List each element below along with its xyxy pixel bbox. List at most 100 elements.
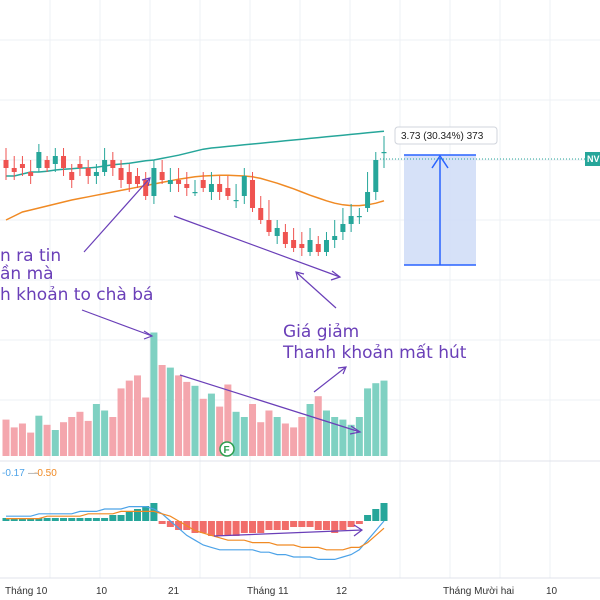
candle-body	[118, 168, 124, 180]
candle-body	[176, 180, 182, 184]
candle-body	[93, 172, 99, 176]
macd-value: -0.17	[2, 468, 25, 479]
tick-label: Tháng 11	[247, 586, 289, 597]
candle-body	[323, 240, 329, 252]
macd-hist-bar	[306, 521, 314, 527]
price-pane[interactable]	[3, 130, 387, 256]
candle-body	[217, 184, 223, 192]
macd-hist-bar	[191, 521, 199, 533]
volume-bar	[51, 430, 59, 456]
macd-hist-bar	[10, 518, 18, 521]
candle-body	[44, 160, 50, 168]
candle-body	[208, 184, 214, 192]
candle-body	[110, 160, 116, 168]
volume-bar	[199, 398, 207, 456]
volume-bar	[43, 424, 51, 456]
candle-body	[11, 168, 17, 172]
macd-hist-bar	[380, 503, 388, 521]
volume-bar	[68, 417, 76, 456]
macd-hist-bar	[84, 518, 92, 521]
macd-hist-bar	[257, 521, 265, 533]
volume-bar	[347, 424, 355, 456]
candle-body	[282, 232, 288, 244]
volume-bar	[322, 410, 330, 456]
volume-bar	[35, 415, 43, 456]
candle-body	[159, 172, 165, 180]
annotation-arrows	[81, 177, 364, 537]
volume-marker[interactable]: F	[219, 441, 235, 457]
macd-hist-bar	[158, 521, 166, 524]
macd-hist-bar	[355, 521, 363, 524]
macd-hist-bar	[216, 521, 224, 536]
macd-hist-bar	[339, 521, 347, 530]
candle-body	[102, 160, 108, 172]
volume-bar	[306, 404, 314, 456]
candle-body	[167, 180, 173, 184]
candle-body	[52, 156, 58, 164]
tick-label: 21	[168, 586, 180, 597]
volume-bar	[257, 422, 265, 456]
macd-hist-bar	[207, 521, 215, 536]
candle-body	[192, 192, 198, 194]
candle-body	[85, 168, 91, 176]
candle-body	[315, 244, 321, 252]
ma-green-line	[6, 130, 385, 177]
macd-hist-bar	[232, 521, 240, 536]
macd-hist-bar	[265, 521, 273, 530]
volume-bar	[355, 417, 363, 456]
volume-bar	[273, 417, 281, 456]
macd-hist-bar	[273, 521, 281, 530]
candle-body	[233, 200, 239, 202]
candle-body	[356, 216, 362, 218]
volume-bar	[92, 404, 100, 456]
candle-body	[151, 168, 157, 196]
macd-hist-bar	[92, 518, 100, 521]
candle-body	[250, 180, 256, 208]
volume-bar	[281, 423, 289, 456]
grid	[0, 0, 600, 578]
macd-hist-bar	[249, 521, 257, 533]
tick-label: 10	[96, 586, 108, 597]
candle-body	[143, 180, 149, 196]
macd-hist-bar	[331, 521, 339, 533]
volume-bar	[158, 365, 166, 456]
macd-hist-bar	[109, 515, 117, 521]
annotation-news-line-1: n ra tin	[0, 246, 62, 266]
candle-body	[126, 172, 132, 184]
candle-body	[184, 184, 190, 188]
volume-bar	[27, 432, 35, 456]
volume-bar	[372, 383, 380, 456]
macd-hist-bar	[199, 521, 207, 533]
candle-body	[258, 208, 264, 220]
macd-hist-bar	[68, 518, 76, 521]
macd-hist-bar	[314, 521, 322, 530]
candle-body	[77, 164, 83, 168]
annotation-news-line-3: h khoản to chà bá	[0, 285, 154, 305]
measure-label: 3.73 (30.34%) 373	[401, 131, 484, 142]
annotation-falling-line-1: Giá giảm	[283, 322, 360, 342]
annotation-news-line-2: ần mà	[0, 264, 54, 284]
volume-bar	[76, 411, 84, 456]
volume-pane[interactable]	[2, 332, 388, 457]
macd-hist-bar	[142, 506, 150, 521]
macd-line	[6, 506, 385, 561]
candle-body	[28, 172, 34, 176]
candle-body	[19, 164, 25, 168]
volume-bar	[125, 380, 133, 456]
candle-body	[200, 180, 206, 188]
volume-bar	[166, 367, 174, 456]
macd-hist-bar	[166, 521, 174, 527]
macd-pane[interactable]	[2, 503, 388, 561]
macd-hist-bar	[27, 518, 35, 521]
macd-hist-bar	[60, 518, 68, 521]
signal-value: -0.50	[34, 468, 57, 479]
volume-bar	[232, 411, 240, 456]
candle-body	[225, 188, 231, 196]
volume-bar	[298, 417, 306, 456]
time-axis: Tháng 10 10 21 Tháng 11 12 Tháng Mười ha…	[5, 586, 558, 597]
volume-bar	[314, 396, 322, 456]
measure-tool[interactable]: 3.73 (30.34%) 373	[394, 126, 498, 266]
candle-body	[332, 236, 338, 240]
candle-body	[61, 156, 67, 168]
